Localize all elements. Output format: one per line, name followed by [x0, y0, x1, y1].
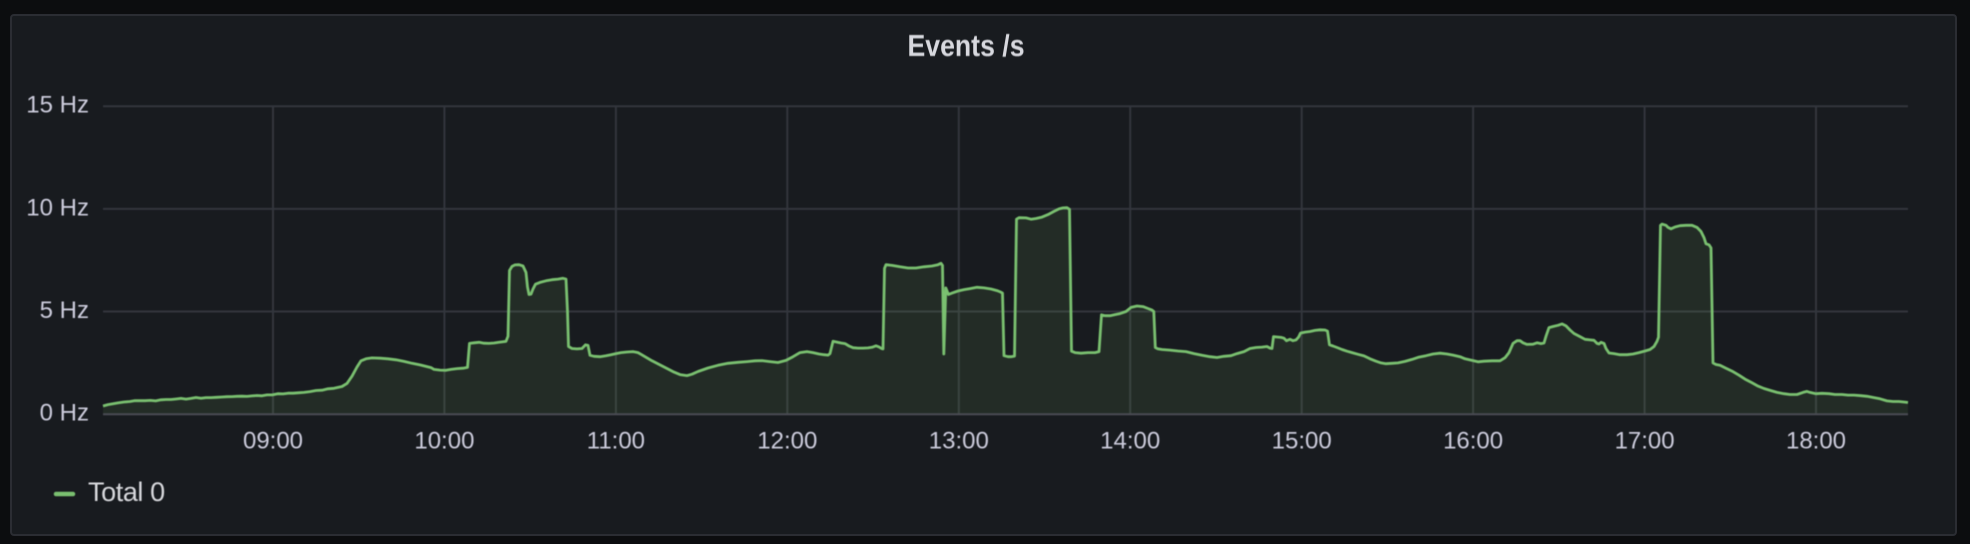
- svg-text:09:00: 09:00: [243, 428, 303, 455]
- svg-text:16:00: 16:00: [1443, 428, 1503, 455]
- svg-text:10:00: 10:00: [414, 428, 474, 455]
- svg-text:0 Hz: 0 Hz: [40, 400, 89, 427]
- svg-text:18:00: 18:00: [1786, 428, 1846, 455]
- svg-text:15 Hz: 15 Hz: [26, 92, 89, 119]
- svg-text:14:00: 14:00: [1100, 428, 1160, 455]
- svg-text:10 Hz: 10 Hz: [26, 194, 89, 221]
- svg-text:5 Hz: 5 Hz: [40, 297, 89, 324]
- svg-text:13:00: 13:00: [929, 428, 989, 455]
- svg-text:17:00: 17:00: [1615, 428, 1675, 455]
- svg-text:12:00: 12:00: [757, 428, 817, 455]
- svg-text:15:00: 15:00: [1272, 428, 1332, 455]
- svg-text:11:00: 11:00: [587, 428, 645, 455]
- svg-text:Total 0: Total 0: [88, 477, 165, 507]
